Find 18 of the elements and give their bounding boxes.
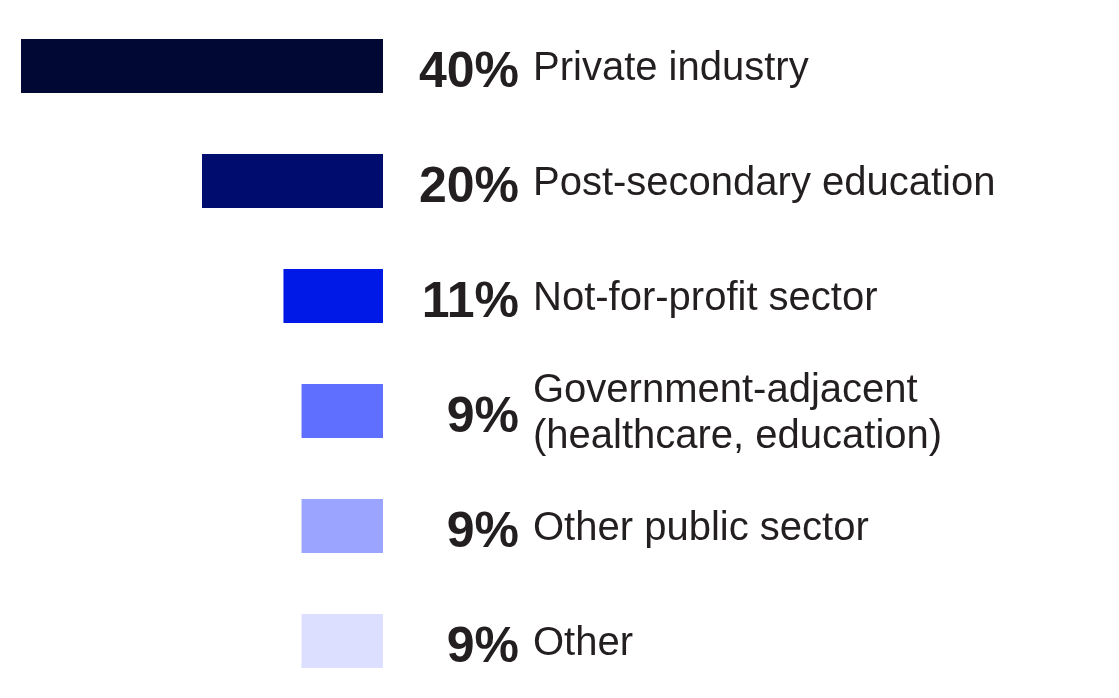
data-label: 9%	[446, 617, 519, 673]
bar	[21, 39, 383, 93]
y-tick-label: Other	[533, 618, 634, 663]
data-label: 9%	[446, 502, 519, 558]
y-tick-label: Not-for-profit sector	[533, 273, 878, 318]
bar	[283, 269, 383, 323]
bar	[301, 614, 383, 668]
data-label: 11%	[421, 272, 519, 328]
bar	[301, 499, 383, 553]
bar	[301, 384, 383, 438]
y-tick-label: Government-adjacent (healthcare, education)	[533, 365, 943, 456]
data-label: 40%	[418, 42, 519, 98]
bar	[202, 154, 383, 208]
data-label: 20%	[418, 157, 519, 213]
y-tick-label: Private industry	[533, 43, 809, 88]
y-tick-label: Other public sector	[533, 503, 869, 548]
data-label: 9%	[446, 387, 519, 443]
y-tick-label: Post-secondary education	[533, 158, 996, 203]
